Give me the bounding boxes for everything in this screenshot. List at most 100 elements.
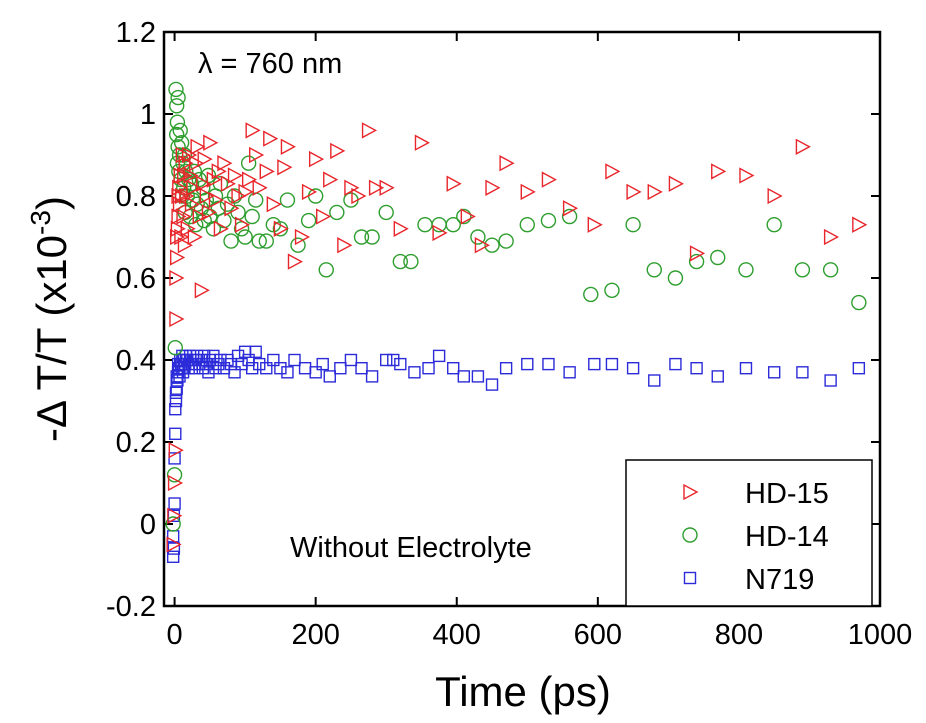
data-point-n719 (499, 362, 513, 375)
y-axis-title-main: -Δ T/T (x10 (28, 235, 75, 442)
data-point-hd-14 (167, 340, 183, 356)
data-point-n719 (394, 357, 407, 371)
data-point-n719 (224, 357, 238, 371)
data-point-hd-15 (626, 183, 642, 201)
data-point-hd-14 (169, 114, 186, 130)
data-point-n719 (344, 353, 358, 367)
data-point-n719 (249, 345, 262, 358)
data-point-hd-14 (300, 212, 317, 229)
x-tick-label: 200 (291, 619, 339, 651)
data-point-n719 (231, 349, 245, 363)
data-point-n719 (334, 362, 347, 375)
data-point-n719 (648, 374, 661, 387)
annotation-condition: Without Electrolyte (290, 532, 532, 564)
data-point-n719 (288, 353, 301, 367)
data-point-hd-15 (169, 228, 186, 246)
y-tick-label: 0.8 (116, 181, 156, 213)
data-point-hd-14 (279, 192, 296, 208)
data-point-hd-15 (280, 138, 296, 155)
data-point-hd-15 (562, 200, 579, 217)
data-point-hd-15 (217, 155, 233, 172)
data-point-hd-14 (226, 188, 243, 204)
data-point-hd-15 (249, 146, 265, 164)
data-point-hd-14 (240, 155, 257, 171)
data-point-hd-15 (361, 122, 378, 139)
legend-marker-hd-14 (682, 527, 698, 543)
data-point-n719 (169, 403, 182, 416)
data-point-n719 (274, 362, 287, 375)
data-point-n719 (852, 362, 866, 375)
data-point-hd-15 (414, 134, 430, 151)
data-point-hd-15 (474, 237, 490, 254)
data-point-hd-15 (166, 536, 182, 553)
data-point-n719 (309, 366, 322, 379)
data-point-n719 (626, 362, 640, 375)
data-point-hd-15 (485, 179, 501, 196)
data-point-hd-15 (795, 138, 811, 155)
data-point-n719 (563, 366, 576, 379)
data-point-hd-15 (234, 216, 251, 233)
data-point-hd-15 (211, 163, 227, 180)
data-point-hd-15 (167, 507, 183, 524)
data-point-hd-14 (173, 134, 190, 151)
data-point-hd-15 (767, 187, 783, 205)
data-point-n719 (260, 362, 273, 375)
y-tick-label: -0.2 (106, 591, 156, 623)
data-point-hd-15 (183, 167, 199, 184)
y-tick-label: 0.6 (116, 263, 156, 295)
data-point-hd-14 (170, 89, 186, 106)
data-point-hd-14 (540, 212, 557, 229)
legend-label-hd-14: HD-14 (745, 521, 829, 553)
data-point-hd-15 (208, 191, 224, 209)
data-point-n719 (316, 357, 329, 371)
data-point-n719 (169, 394, 183, 408)
data-point-hd-15 (184, 196, 200, 213)
data-point-hd-15 (213, 220, 229, 237)
data-point-hd-14 (230, 204, 246, 221)
data-point-n719 (166, 550, 180, 563)
plot-frame (162, 30, 882, 608)
data-point-n719 (235, 357, 248, 371)
data-point-hd-15 (446, 175, 462, 192)
data-point-hd-14 (343, 192, 359, 208)
data-point-hd-14 (688, 253, 705, 270)
data-point-hd-14 (822, 262, 839, 278)
data-point-hd-15 (189, 155, 205, 172)
x-tick-label: 800 (715, 619, 763, 651)
data-point-n719 (422, 362, 435, 375)
data-point-hd-15 (263, 130, 279, 147)
data-point-hd-15 (169, 269, 185, 287)
legend-label-hd-15: HD-15 (745, 478, 829, 510)
series-hd-15 (166, 122, 868, 553)
x-tick-label: 1000 (848, 619, 913, 651)
data-point-hd-15 (190, 138, 206, 155)
data-point-hd-15 (203, 134, 219, 151)
x-axis-title: Time (ps) (435, 668, 611, 715)
data-point-hd-15 (323, 171, 339, 188)
data-point-hd-15 (301, 183, 318, 201)
data-point-hd-14 (456, 208, 472, 225)
annotation-wavelength: λ = 760 nm (198, 48, 342, 80)
data-point-hd-15 (277, 159, 293, 176)
data-point-hd-15 (177, 237, 193, 254)
data-point-hd-15 (351, 187, 367, 205)
data-point-hd-14 (168, 98, 185, 114)
data-point-hd-14 (445, 216, 461, 233)
data-point-hd-15 (520, 183, 536, 201)
data-point-n719 (355, 362, 368, 375)
data-point-n719 (711, 370, 724, 383)
y-tick-label: 1.2 (116, 17, 156, 49)
data-point-hd-14 (183, 175, 200, 192)
data-point-hd-14 (519, 216, 535, 233)
data-point-hd-15 (499, 155, 515, 172)
y-tick-label: 0.2 (116, 427, 156, 459)
data-point-hd-15 (330, 142, 346, 160)
data-point-hd-14 (403, 253, 419, 270)
legend-marker-n719 (683, 571, 697, 585)
y-tick-label: 0.4 (116, 345, 156, 377)
data-point-n719 (690, 362, 703, 375)
legend-marker-hd-15 (683, 483, 699, 501)
data-point-hd-14 (216, 212, 232, 229)
data-point-hd-14 (248, 192, 264, 208)
